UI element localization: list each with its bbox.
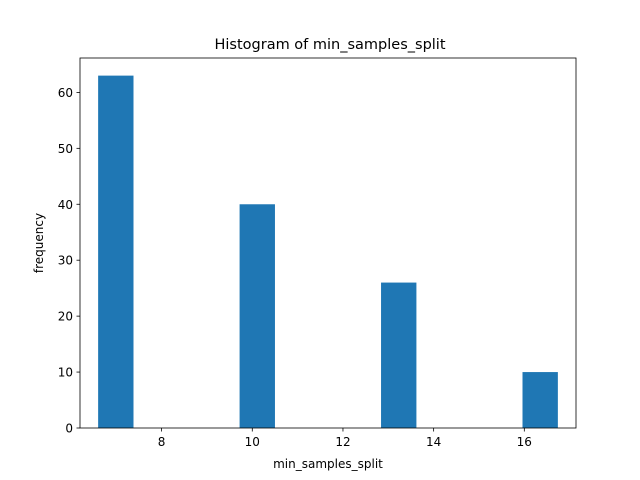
chart-title: Histogram of min_samples_split <box>214 37 445 53</box>
histogram-bar <box>98 75 134 428</box>
y-tick-label: 50 <box>58 142 73 156</box>
x-axis-label: min_samples_split <box>273 457 383 471</box>
x-tick-label: 12 <box>335 435 350 449</box>
y-axis-label: frequency <box>32 213 46 273</box>
y-tick-label: 20 <box>58 310 73 324</box>
x-tick-label: 16 <box>517 435 532 449</box>
histogram-bar <box>522 372 558 428</box>
plot-frame <box>79 57 577 429</box>
x-tick-label: 10 <box>245 435 260 449</box>
bars-group <box>98 75 558 428</box>
histogram-bar <box>381 282 417 428</box>
histogram-bar <box>239 204 275 428</box>
x-axis-ticks: 8 10 12 14 16 <box>158 428 532 449</box>
y-tick-label: 40 <box>58 198 73 212</box>
y-tick-label: 10 <box>58 366 73 380</box>
y-tick-label: 30 <box>58 254 73 268</box>
x-tick-label: 14 <box>426 435 441 449</box>
y-tick-label: 60 <box>58 86 73 100</box>
y-tick-label: 0 <box>65 422 73 436</box>
x-tick-label: 8 <box>158 435 166 449</box>
y-axis-ticks: 0 10 20 30 40 50 60 <box>58 86 80 436</box>
